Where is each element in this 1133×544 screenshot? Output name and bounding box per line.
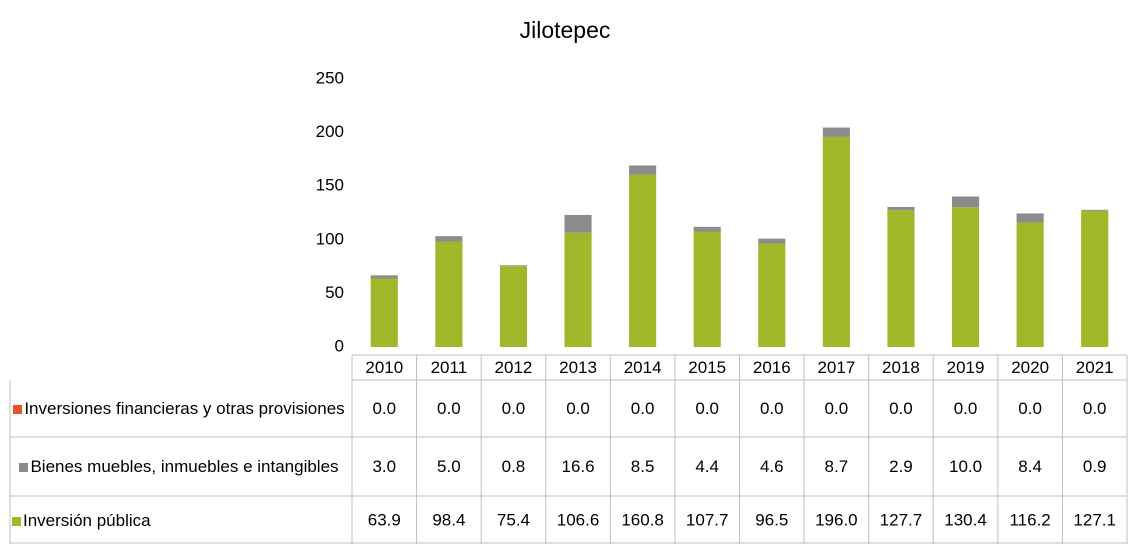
legend-entry: Bienes muebles, inmuebles e intangibles bbox=[12, 437, 346, 496]
x-tick-label: 2015 bbox=[688, 358, 726, 377]
x-tick-label: 2014 bbox=[624, 358, 662, 377]
table-value: 0.0 bbox=[502, 399, 526, 418]
table-value: 0.0 bbox=[825, 399, 849, 418]
table-value: 0.0 bbox=[760, 399, 784, 418]
bar-segment bbox=[629, 165, 657, 175]
y-tick-label: 200 bbox=[316, 122, 344, 141]
legend-label: Bienes muebles, inmuebles e intangibles bbox=[30, 457, 339, 476]
table-value: 5.0 bbox=[437, 457, 461, 476]
legend-entry: Inversión pública bbox=[12, 496, 346, 544]
table-value: 63.9 bbox=[368, 510, 401, 529]
bar-segment bbox=[887, 210, 915, 347]
y-tick-label: 150 bbox=[316, 176, 344, 195]
table-value: 0.0 bbox=[889, 399, 913, 418]
legend-cell: Inversiones financieras y otras provisio… bbox=[12, 398, 346, 419]
x-tick-label: 2020 bbox=[1011, 358, 1049, 377]
table-value: 8.7 bbox=[825, 457, 849, 476]
table-value: 0.0 bbox=[1018, 399, 1042, 418]
bar-segment bbox=[758, 238, 786, 244]
table-value: 16.6 bbox=[561, 457, 594, 476]
bar-segment bbox=[564, 232, 592, 347]
bar-segment bbox=[499, 266, 528, 347]
x-tick-label: 2011 bbox=[431, 358, 468, 377]
bar-segment bbox=[370, 278, 398, 347]
table-value: 130.4 bbox=[944, 510, 987, 529]
legend-label: Inversiones financieras y otras provisio… bbox=[24, 399, 345, 418]
table-value: 107.7 bbox=[686, 510, 729, 529]
table-value: 4.6 bbox=[760, 457, 784, 476]
table-value: 8.5 bbox=[631, 457, 655, 476]
y-tick-label: 100 bbox=[316, 229, 344, 248]
table-value: 160.8 bbox=[621, 510, 664, 529]
table-value: 0.9 bbox=[1083, 457, 1107, 476]
y-tick-label: 0 bbox=[335, 336, 344, 355]
table-value: 106.6 bbox=[557, 510, 600, 529]
chart-title: Jilotepec bbox=[520, 17, 611, 43]
bar-segment bbox=[1081, 210, 1109, 347]
legend-marker bbox=[12, 516, 21, 526]
table-value: 0.0 bbox=[566, 399, 590, 418]
legend-cell: Bienes muebles, inmuebles e intangibles bbox=[12, 456, 346, 477]
legend-entry: Inversiones financieras y otras provisio… bbox=[12, 380, 346, 437]
y-tick-label: 50 bbox=[325, 283, 344, 302]
legend-marker bbox=[13, 405, 23, 414]
x-tick-label: 2019 bbox=[947, 358, 985, 377]
bar-segment bbox=[758, 243, 786, 347]
table-value: 8.4 bbox=[1018, 457, 1042, 476]
x-tick-label: 2018 bbox=[882, 358, 920, 377]
bar-segment bbox=[693, 226, 721, 232]
bar-segment bbox=[564, 214, 592, 233]
bar-segment bbox=[435, 236, 463, 242]
legend-label: Inversión pública bbox=[23, 510, 151, 530]
table-value: 0.0 bbox=[437, 399, 461, 418]
table-value: 10.0 bbox=[949, 457, 982, 476]
table-value: 98.4 bbox=[432, 510, 465, 529]
table-value: 0.0 bbox=[631, 399, 655, 418]
table-value: 127.7 bbox=[880, 510, 923, 529]
bar-segment bbox=[951, 207, 980, 347]
x-tick-label: 2017 bbox=[817, 358, 855, 377]
legend-marker bbox=[19, 463, 29, 472]
bar-segment bbox=[1016, 222, 1044, 347]
table-value: 196.0 bbox=[815, 510, 858, 529]
table-value: 4.4 bbox=[695, 457, 719, 476]
x-tick-label: 2013 bbox=[559, 358, 597, 377]
bar-segment bbox=[822, 127, 850, 137]
legend-cell: Inversión pública bbox=[12, 510, 346, 531]
table-value: 116.2 bbox=[1009, 510, 1050, 529]
bar-segment bbox=[1016, 213, 1044, 223]
x-tick-label: 2010 bbox=[365, 358, 403, 377]
table-value: 0.8 bbox=[502, 457, 526, 476]
x-tick-label: 2021 bbox=[1076, 358, 1114, 377]
table-value: 0.0 bbox=[1083, 399, 1107, 418]
bar-segment bbox=[822, 136, 850, 347]
bar-segment bbox=[887, 206, 915, 211]
bar-segment bbox=[629, 174, 657, 347]
bar-segment bbox=[370, 275, 398, 279]
bar-segment bbox=[1081, 209, 1109, 211]
table-value: 0.0 bbox=[372, 399, 396, 418]
table-value: 96.5 bbox=[755, 510, 788, 529]
table-value: 0.0 bbox=[954, 399, 978, 418]
table-value: 3.0 bbox=[372, 457, 396, 476]
table-value: 127.1 bbox=[1073, 510, 1116, 529]
bar-segment bbox=[435, 241, 463, 347]
x-tick-label: 2012 bbox=[495, 358, 533, 377]
bar-segment bbox=[499, 265, 528, 267]
table-value: 0.0 bbox=[695, 399, 719, 418]
x-tick-label: 2016 bbox=[753, 358, 791, 377]
table-value: 2.9 bbox=[889, 457, 913, 476]
y-tick-label: 250 bbox=[316, 68, 344, 87]
table-value: 75.4 bbox=[497, 510, 530, 529]
bar-segment bbox=[693, 231, 721, 347]
bar-segment bbox=[951, 196, 980, 208]
